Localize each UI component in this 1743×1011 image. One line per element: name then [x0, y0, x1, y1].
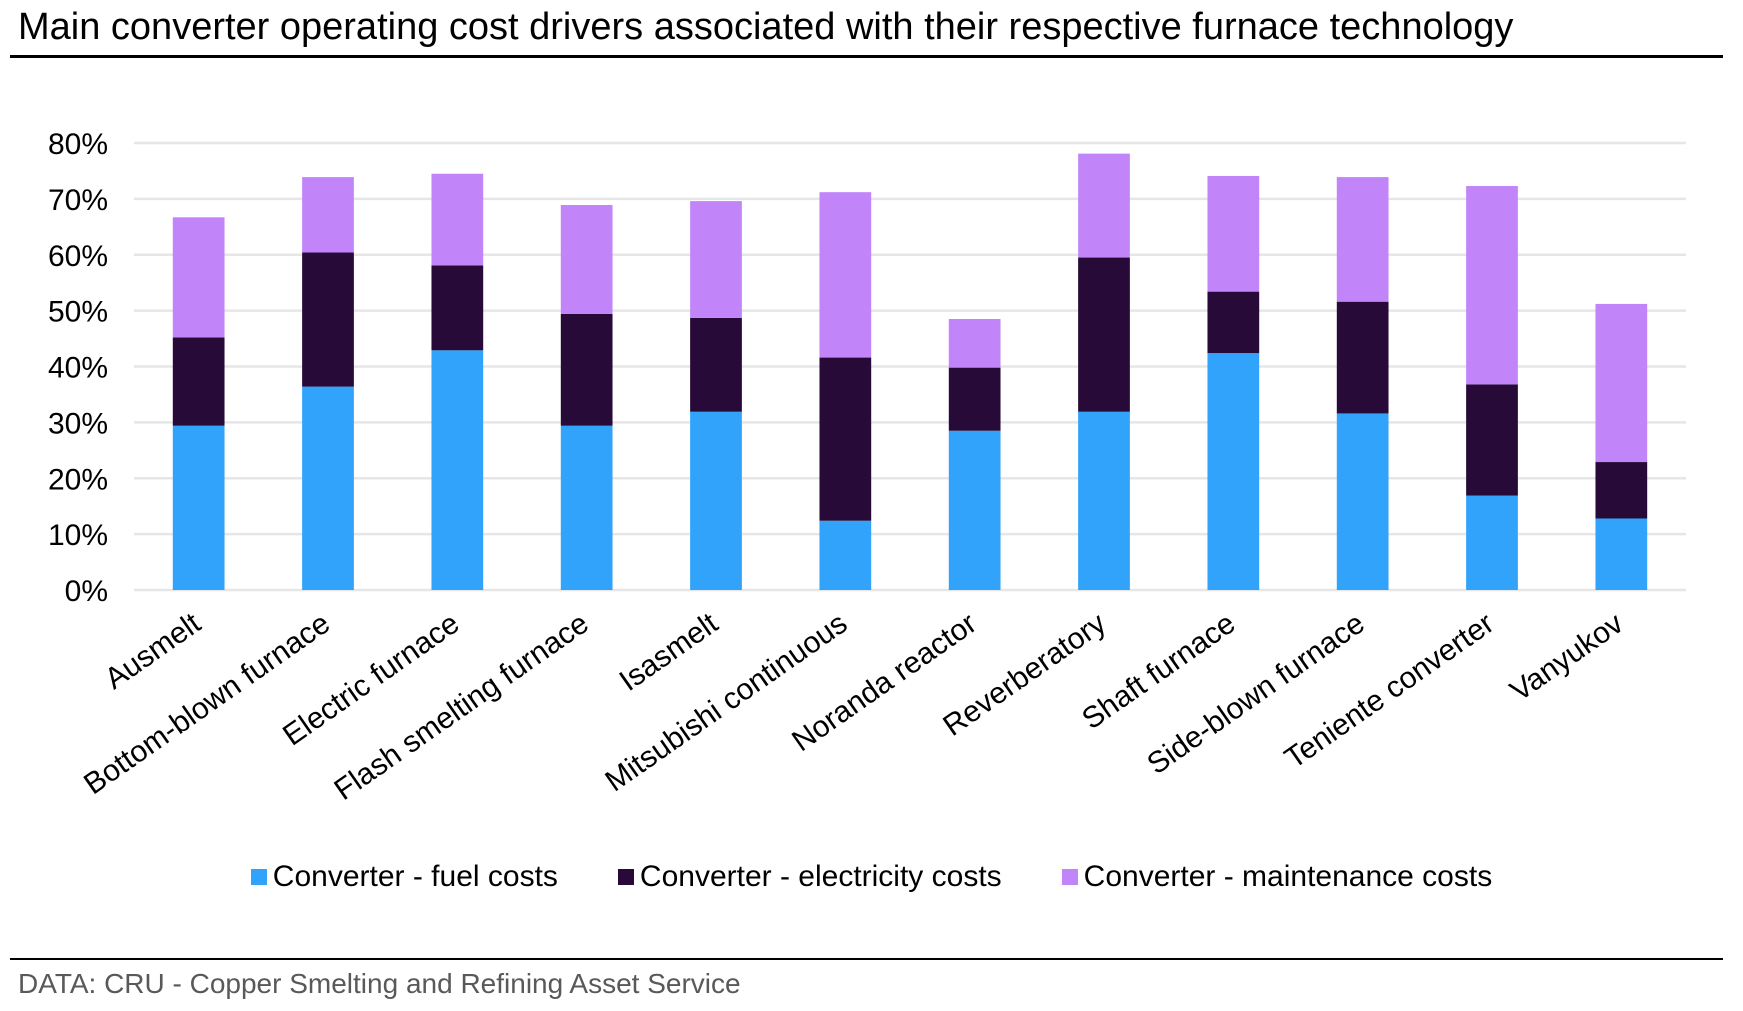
legend-swatch-fuel [250, 869, 267, 885]
bar-segment-fuel [690, 411, 742, 590]
legend-item-maintenance: Converter - maintenance costs [1061, 860, 1493, 894]
x-tick-label: Flash smelting furnace [329, 607, 595, 807]
x-tick-label: Side-blown furnace [1141, 607, 1370, 781]
bars [172, 153, 1648, 590]
x-tick-label: Vanyukov [1504, 607, 1629, 708]
bar-segment-fuel [1466, 495, 1518, 590]
bar-segment-fuel [1207, 353, 1260, 590]
gridlines [134, 141, 1686, 592]
bar-segment-maintenance [690, 201, 742, 318]
bar-segment-electricity [1336, 301, 1389, 414]
bar-segment-electricity [1595, 462, 1648, 519]
x-tick-label: Ausmelt [99, 606, 207, 696]
bar-segment-maintenance [302, 177, 354, 253]
bar-segment-fuel [1595, 518, 1648, 590]
bar-segment-maintenance [1466, 186, 1518, 385]
bar-segment-electricity [690, 317, 742, 412]
x-tick-label: Mitsubishi continuous [599, 607, 853, 799]
bar-segment-electricity [1078, 257, 1130, 412]
bar-segment-maintenance [560, 205, 613, 314]
y-tick-label: 60% [48, 240, 108, 273]
bar-segment-maintenance [1078, 153, 1130, 258]
y-tick-label: 30% [48, 407, 108, 440]
y-tick-label: 70% [48, 184, 108, 217]
bar-segment-fuel [819, 520, 872, 590]
bar-segment-electricity [948, 367, 1001, 431]
x-tick-label: Bottom-blown furnace [78, 607, 336, 801]
bar-segment-electricity [1207, 291, 1260, 354]
footer-divider [10, 958, 1723, 960]
x-tick-label: Teniente converter [1279, 607, 1500, 776]
bar-segment-electricity [172, 337, 225, 426]
bar-segment-maintenance [819, 192, 872, 358]
legend-label-fuel: Converter - fuel costs [272, 860, 558, 893]
legend-label-electricity: Converter - electricity costs [639, 860, 1002, 893]
legend-swatch-electricity [617, 869, 634, 885]
legend-item-fuel: Converter - fuel costs [250, 860, 558, 894]
bar-segment-fuel [172, 425, 225, 590]
title-divider [10, 55, 1723, 58]
bar-segment-electricity [560, 313, 613, 426]
bar-segment-fuel [1078, 411, 1130, 590]
legend: Converter - fuel costs Converter - elect… [0, 860, 1743, 894]
bar-segment-fuel [302, 386, 354, 590]
bar-segment-electricity [302, 252, 354, 387]
y-tick-label: 10% [48, 519, 108, 552]
bar-segment-maintenance [948, 319, 1001, 368]
bar-segment-fuel [560, 425, 613, 590]
bar-segment-maintenance [1207, 175, 1260, 292]
legend-swatch-maintenance [1061, 869, 1078, 885]
bar-segment-fuel [1336, 413, 1389, 590]
y-tick-label: 20% [48, 463, 108, 496]
legend-item-electricity: Converter - electricity costs [617, 860, 1002, 894]
chart-title: Main converter operating cost drivers as… [18, 6, 1514, 48]
bar-segment-fuel [431, 350, 484, 590]
bar-segment-electricity [819, 357, 872, 521]
bar-segment-maintenance [1595, 303, 1648, 463]
bar-segment-electricity [1466, 384, 1518, 496]
y-tick-label: 80% [48, 128, 108, 161]
x-tick-label: Isasmelt [614, 606, 725, 697]
y-tick-label: 40% [48, 352, 108, 385]
bar-segment-maintenance [431, 173, 484, 266]
y-tick-label: 50% [48, 296, 108, 329]
bar-segment-maintenance [172, 217, 225, 338]
bar-segment-fuel [948, 430, 1001, 590]
legend-label-maintenance: Converter - maintenance costs [1083, 860, 1493, 893]
source-note: DATA: CRU - Copper Smelting and Refining… [18, 968, 741, 999]
bar-segment-maintenance [1336, 177, 1389, 302]
y-tick-label: 0% [65, 575, 108, 608]
y-axis-ticks: 0% 10% 20% 30% 40% 50% 60% 70% 80% [48, 128, 108, 608]
stacked-bar-chart: 0% 10% 20% 30% 40% 50% 60% 70% 80% AusmeltBottom… [48, 128, 1686, 807]
bar-segment-electricity [431, 265, 484, 351]
